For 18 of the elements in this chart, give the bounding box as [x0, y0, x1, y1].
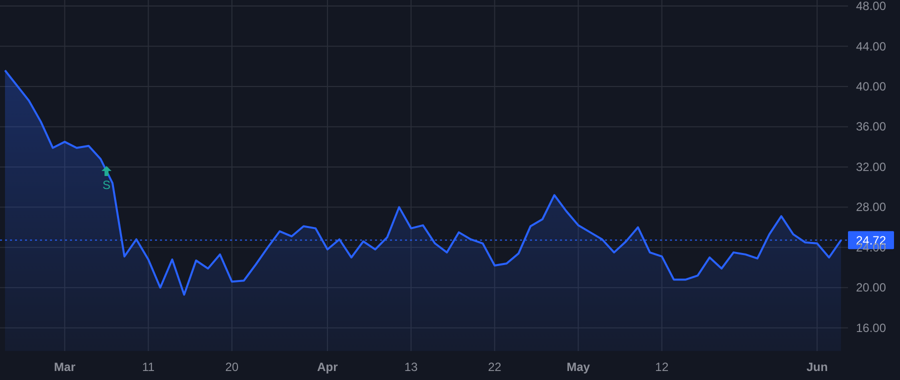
y-tick-label: 20.00 — [856, 280, 886, 295]
y-tick-label: 36.00 — [856, 120, 886, 134]
y-tick-label: 16.00 — [856, 320, 886, 335]
y-tick-label: 44.00 — [856, 39, 886, 54]
x-tick-label: 13 — [404, 360, 418, 374]
y-tick-label: 40.00 — [856, 79, 886, 94]
x-tick-label: May — [566, 360, 590, 374]
x-tick-label: Mar — [54, 360, 76, 374]
x-tick-label: Apr — [317, 360, 338, 374]
x-tick-label: Jun — [806, 360, 828, 374]
y-tick-label: 28.00 — [856, 200, 886, 214]
x-tick-label: 22 — [488, 360, 502, 374]
y-tick-label: 32.00 — [856, 160, 886, 174]
x-tick-label: 11 — [142, 360, 155, 374]
y-tick-label: 48.00 — [856, 0, 886, 14]
x-tick-label: 12 — [655, 360, 669, 374]
annotation: S — [102, 178, 111, 192]
x-tick-label: 20 — [225, 360, 239, 374]
